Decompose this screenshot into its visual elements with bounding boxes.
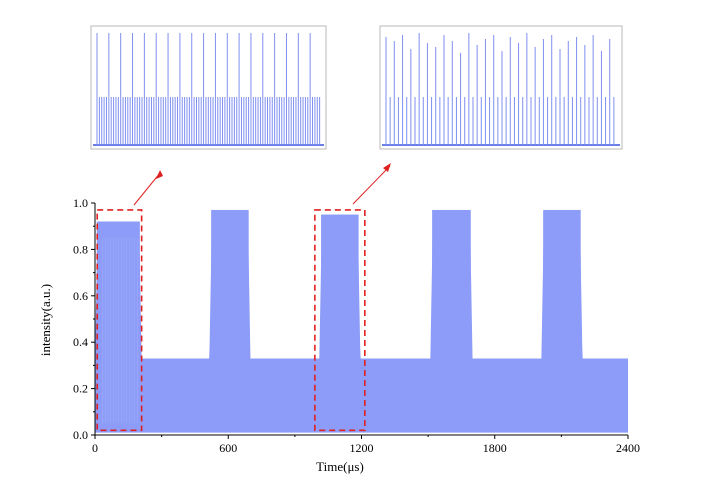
highlight-boxes <box>96 209 366 432</box>
y-ticks: 0.0 0.2 0.4 0.6 0.8 1.0 <box>73 196 95 442</box>
inset-right-frame <box>379 25 623 150</box>
arrow-right-head <box>383 163 391 172</box>
x-tick-label: 2400 <box>616 441 640 455</box>
arrow-left <box>133 172 161 206</box>
y-tick-label: 1.0 <box>73 196 88 210</box>
inset-right-spikes <box>382 33 620 146</box>
y-tick-label: 0.8 <box>73 242 88 256</box>
x-tick-label: 1200 <box>350 441 374 455</box>
signal-area <box>95 209 628 433</box>
y-axis-title: intensity(a.u.) <box>38 284 53 356</box>
x-tick-label: 1800 <box>483 441 507 455</box>
arrow-left-head <box>156 170 163 179</box>
x-axis-title: Time(μs) <box>316 459 364 474</box>
highlight-box-2 <box>314 209 366 432</box>
pulse-2 <box>211 209 249 359</box>
zoom-arrows <box>133 163 391 206</box>
arrow-right <box>352 165 391 205</box>
y-tick-label: 0.2 <box>73 382 88 396</box>
y-tick-label: 0.0 <box>73 428 88 442</box>
x-tick-label: 600 <box>219 441 237 455</box>
pulse-4 <box>432 209 471 359</box>
inset-left <box>90 25 327 150</box>
highlight-box-1 <box>96 209 143 432</box>
y-tick-label: 0.4 <box>73 335 88 349</box>
main-plot: 0 600 1200 1800 2400 0.0 0.2 0.4 0.6 0.8 1.0 Time… <box>38 196 640 474</box>
y-tick-label: 0.6 <box>73 289 88 303</box>
inset-left-spikes <box>93 33 324 146</box>
pulse-1 <box>96 221 140 359</box>
x-tick-label: 0 <box>92 441 98 455</box>
pulse-5 <box>543 209 581 359</box>
x-ticks: 0 600 1200 1800 2400 <box>92 435 640 455</box>
pulse-3 <box>321 214 359 359</box>
inset-right <box>379 25 623 150</box>
